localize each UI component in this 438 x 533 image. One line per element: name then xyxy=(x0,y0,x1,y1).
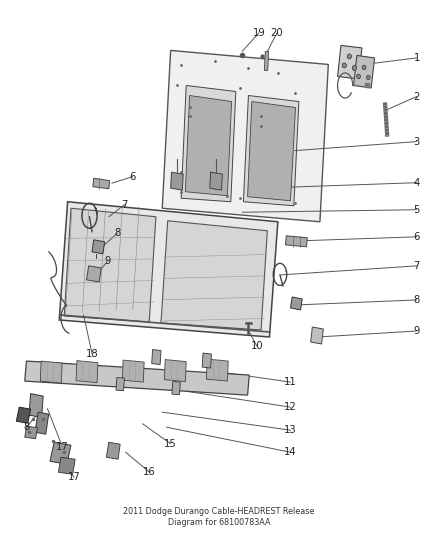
Text: 13: 13 xyxy=(284,425,297,435)
Text: 19: 19 xyxy=(253,28,265,38)
Text: 14: 14 xyxy=(284,447,297,457)
Polygon shape xyxy=(265,51,268,70)
Text: 7: 7 xyxy=(121,200,127,210)
Text: 18: 18 xyxy=(86,349,98,359)
Polygon shape xyxy=(25,361,249,395)
Polygon shape xyxy=(152,350,161,365)
Text: 15: 15 xyxy=(164,439,177,449)
Polygon shape xyxy=(181,85,236,201)
Polygon shape xyxy=(76,361,98,383)
Polygon shape xyxy=(50,442,71,464)
Polygon shape xyxy=(87,266,101,282)
Polygon shape xyxy=(35,412,49,434)
Text: 7: 7 xyxy=(413,261,420,271)
Ellipse shape xyxy=(342,63,346,68)
Polygon shape xyxy=(16,407,31,423)
Text: 8: 8 xyxy=(23,422,29,432)
Text: 9: 9 xyxy=(104,256,111,266)
Polygon shape xyxy=(122,360,144,382)
Polygon shape xyxy=(202,353,212,368)
Text: 17: 17 xyxy=(67,472,80,482)
Polygon shape xyxy=(210,172,223,190)
Polygon shape xyxy=(247,101,296,201)
Text: 8: 8 xyxy=(413,295,420,305)
Text: 9: 9 xyxy=(413,326,420,336)
Text: 8: 8 xyxy=(114,228,120,238)
Polygon shape xyxy=(116,377,124,391)
Text: 20: 20 xyxy=(271,28,283,38)
Polygon shape xyxy=(92,240,105,254)
Polygon shape xyxy=(185,95,232,196)
Text: 11: 11 xyxy=(284,377,297,387)
Polygon shape xyxy=(106,442,120,459)
Text: 3: 3 xyxy=(413,136,420,147)
Polygon shape xyxy=(171,172,183,190)
Text: 2011 Dodge Durango Cable-HEADREST Release
Diagram for 68100783AA: 2011 Dodge Durango Cable-HEADREST Releas… xyxy=(124,507,314,527)
Polygon shape xyxy=(206,359,228,381)
Polygon shape xyxy=(172,382,180,394)
Ellipse shape xyxy=(362,65,366,70)
Polygon shape xyxy=(93,178,110,189)
Ellipse shape xyxy=(357,74,360,79)
Polygon shape xyxy=(25,426,37,439)
Polygon shape xyxy=(311,327,323,344)
Text: 6: 6 xyxy=(413,232,420,242)
Ellipse shape xyxy=(352,66,357,70)
Text: 17: 17 xyxy=(56,442,69,452)
Text: 4: 4 xyxy=(413,177,420,188)
Polygon shape xyxy=(244,95,299,206)
Polygon shape xyxy=(338,45,362,79)
Polygon shape xyxy=(29,393,43,417)
Polygon shape xyxy=(64,208,156,322)
Text: 2: 2 xyxy=(413,92,420,101)
Polygon shape xyxy=(162,51,328,222)
Text: 10: 10 xyxy=(251,341,263,351)
Polygon shape xyxy=(290,297,302,310)
Text: 16: 16 xyxy=(143,467,156,477)
Text: 5: 5 xyxy=(413,205,420,215)
Polygon shape xyxy=(161,221,267,330)
Polygon shape xyxy=(59,201,278,337)
Text: 1: 1 xyxy=(413,53,420,63)
Ellipse shape xyxy=(366,75,370,80)
Polygon shape xyxy=(353,55,374,88)
Text: 6: 6 xyxy=(130,172,136,182)
Ellipse shape xyxy=(347,54,351,59)
Polygon shape xyxy=(40,361,62,383)
Polygon shape xyxy=(286,236,307,247)
Text: 12: 12 xyxy=(284,402,297,412)
Polygon shape xyxy=(164,360,186,382)
Polygon shape xyxy=(58,457,75,474)
